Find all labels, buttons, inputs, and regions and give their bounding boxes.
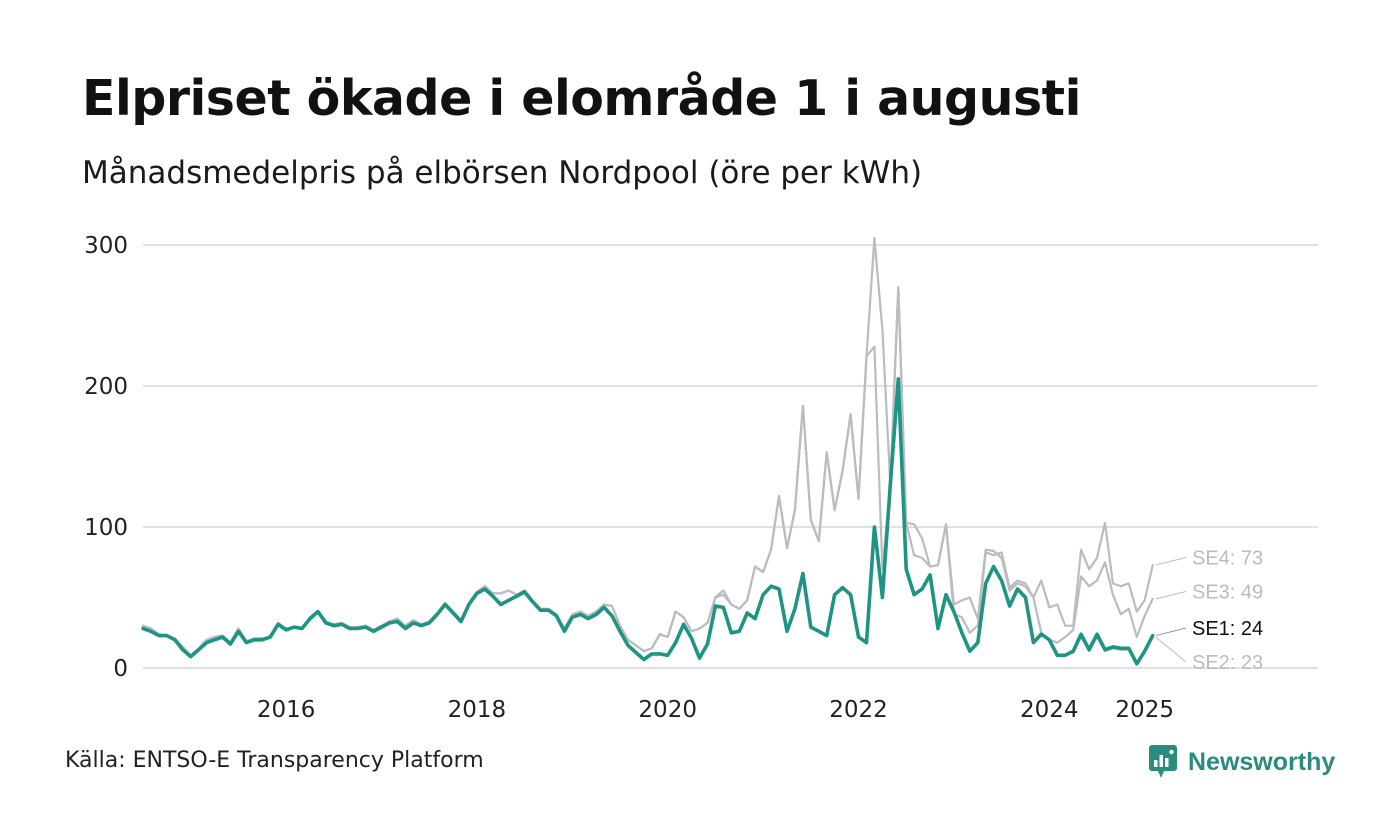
x-tick-label-2022: 2022 [829,697,888,723]
source-note: Källa: ENTSO-E Transparency Platform [65,748,484,773]
x-tick-label-2024: 2024 [1020,697,1079,723]
y-tick-label-200: 200 [84,374,128,400]
series-lines [141,236,1155,666]
x-tick-label-2018: 2018 [448,697,507,723]
chart-logo-icon [1149,745,1177,778]
end-label-se2: SE2: 23 [1192,652,1263,674]
x-tick-label-2025: 2025 [1115,697,1174,723]
brand-name: Newsworthy [1188,747,1336,776]
newsworthy-logo: Newsworthy [1148,744,1335,780]
y-tick-label-100: 100 [84,515,128,541]
series-line-se4 [141,236,1154,657]
leader-line-se4 [1155,557,1187,566]
x-tick-label-2016: 2016 [257,697,316,723]
x-tick-label-2020: 2020 [638,697,697,723]
end-label-se1: SE1: 24 [1192,618,1263,640]
series-line-se1 [141,377,1155,666]
end-labels: SE4: 73 SE3: 49 SE1: 24 SE2: 23 [1155,548,1263,674]
chart-subtitle: Månadsmedelpris på elbörsen Nordpool (ör… [82,155,923,191]
series-line-se3 [141,286,1154,657]
end-label-se3: SE3: 49 [1192,582,1263,604]
y-tick-label-0: 0 [113,656,128,682]
y-axis-ticks: 0 100 200 300 [84,233,128,682]
leader-line-se1 [1155,627,1187,637]
chart-title: Elpriset ökade i elområde 1 i augusti [82,70,1081,127]
gridlines [143,244,1318,669]
y-tick-label-300: 300 [84,233,128,259]
x-axis-ticks: 2016 2018 2020 2022 2024 2025 [257,697,1174,723]
series-line-se2 [141,377,1154,665]
leader-line-se3 [1155,591,1187,600]
leader-line-se2 [1155,636,1187,663]
end-label-se4: SE4: 73 [1192,548,1263,570]
